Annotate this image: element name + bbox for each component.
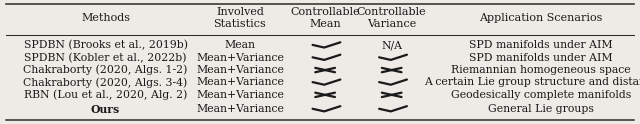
Text: SPDBN (Brooks et al., 2019b): SPDBN (Brooks et al., 2019b)	[24, 40, 188, 50]
Text: Mean+Variance: Mean+Variance	[196, 78, 284, 87]
Text: Mean+Variance: Mean+Variance	[196, 104, 284, 114]
Text: SPDBN (Kobler et al., 2022b): SPDBN (Kobler et al., 2022b)	[24, 52, 187, 63]
Text: Mean+Variance: Mean+Variance	[196, 90, 284, 100]
Text: Application Scenarios: Application Scenarios	[479, 13, 602, 23]
Text: SPD manifolds under AIM: SPD manifolds under AIM	[469, 40, 612, 50]
Text: Mean+Variance: Mean+Variance	[196, 53, 284, 63]
Text: RBN (Lou et al., 2020, Alg. 2): RBN (Lou et al., 2020, Alg. 2)	[24, 90, 188, 100]
Text: Geodesically complete manifolds: Geodesically complete manifolds	[451, 90, 631, 100]
Text: Involved
Statistics: Involved Statistics	[214, 7, 266, 29]
Text: Controllable
Mean: Controllable Mean	[291, 7, 360, 29]
Text: Controllable
Variance: Controllable Variance	[357, 7, 426, 29]
Text: Mean+Variance: Mean+Variance	[196, 65, 284, 75]
Text: Ours: Ours	[91, 104, 120, 115]
Text: Methods: Methods	[81, 13, 130, 23]
Text: General Lie groups: General Lie groups	[488, 104, 594, 114]
Text: Chakraborty (2020, Algs. 3-4): Chakraborty (2020, Algs. 3-4)	[24, 77, 188, 88]
Text: SPD manifolds under AIM: SPD manifolds under AIM	[469, 53, 612, 63]
Text: Chakraborty (2020, Algs. 1-2): Chakraborty (2020, Algs. 1-2)	[24, 65, 188, 75]
Text: Mean: Mean	[225, 40, 255, 50]
Text: Riemannian homogeneous space: Riemannian homogeneous space	[451, 65, 630, 75]
Text: N/A: N/A	[381, 40, 402, 50]
Text: A certain Lie group structure and distance: A certain Lie group structure and distan…	[424, 78, 640, 87]
